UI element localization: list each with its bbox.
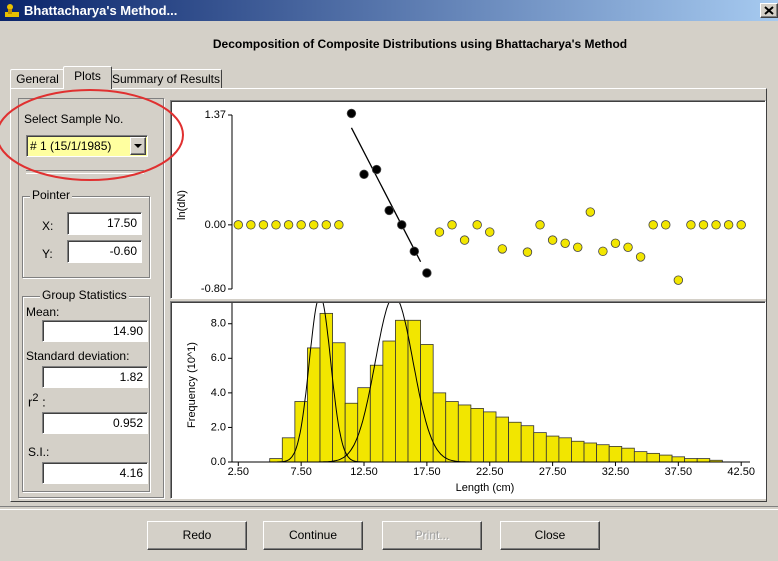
mean-value[interactable]: 14.90 <box>42 320 148 342</box>
header: Decomposition of Composite Distributions… <box>212 37 628 51</box>
r2-sup: 2 <box>32 392 39 404</box>
r2-base: r <box>28 394 33 410</box>
r2-label: r2 : <box>28 392 46 409</box>
pointer-x-label: X: <box>42 219 54 233</box>
dropdown-arrow[interactable] <box>130 137 146 155</box>
mean-label: Mean: <box>26 305 60 319</box>
separator <box>26 170 144 174</box>
r2-rest: : <box>42 394 46 410</box>
sample-combobox[interactable]: # 1 (15/1/1985) <box>26 135 148 157</box>
tab[interactable]: Plots <box>63 66 112 89</box>
sd-label: Standard deviation: <box>26 349 130 363</box>
button[interactable]: Redo <box>147 521 247 550</box>
sample-label: Select Sample No. <box>24 112 124 126</box>
tab[interactable]: General <box>10 69 65 88</box>
tab[interactable]: Summary of Results <box>110 69 222 88</box>
button[interactable]: Continue <box>263 521 363 550</box>
window-title: Bhattacharya's Method... <box>24 3 178 18</box>
pointer-group <box>22 196 150 278</box>
pointer-label: Pointer <box>30 188 73 202</box>
pointer-x[interactable]: 17.50 <box>67 212 142 235</box>
si-value[interactable]: 4.16 <box>42 462 148 484</box>
tab-panel <box>10 88 767 502</box>
sample-selected: # 1 (15/1/1985) <box>30 139 112 153</box>
button[interactable]: Close <box>500 521 600 550</box>
close-button[interactable] <box>760 3 778 18</box>
pointer-y-label: Y: <box>42 247 53 261</box>
r2-value[interactable]: 0.952 <box>42 412 148 434</box>
footer-separator <box>0 506 778 510</box>
button: Print... <box>382 521 482 550</box>
app-icon <box>5 4 19 17</box>
sd-value[interactable]: 1.82 <box>42 366 148 388</box>
bottom-plot-frame <box>170 301 766 499</box>
pointer-y[interactable]: -0.60 <box>67 240 142 263</box>
top-plot-frame <box>170 100 766 299</box>
stats-label: Group Statistics <box>40 288 129 302</box>
si-label: S.I.: <box>28 445 50 459</box>
title-bar: Bhattacharya's Method... <box>0 0 778 21</box>
